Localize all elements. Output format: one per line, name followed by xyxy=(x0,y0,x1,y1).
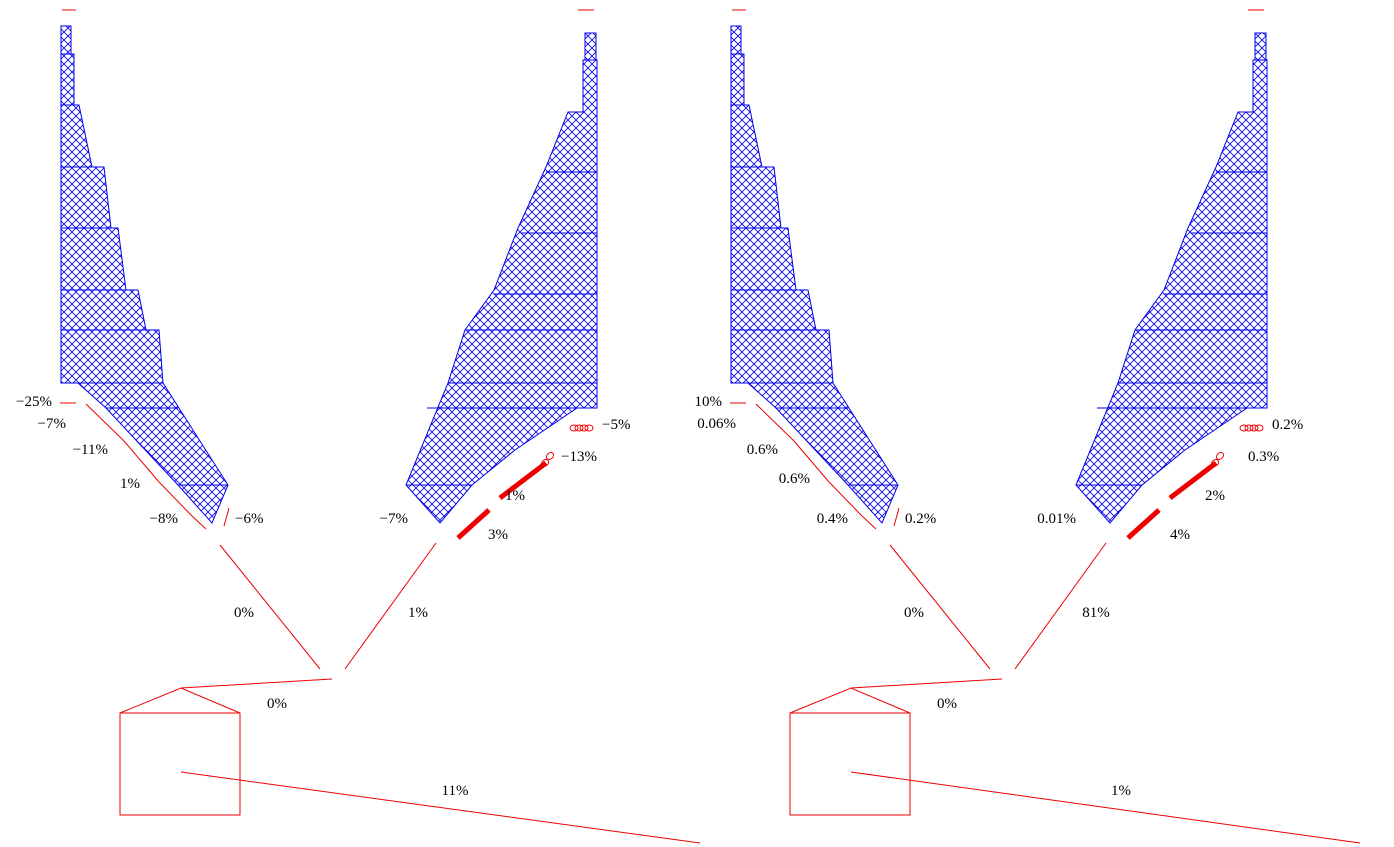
flow-lines xyxy=(119,542,701,844)
label-left-tip: −6% xyxy=(235,511,263,527)
label-branch-left: 0% xyxy=(904,605,924,621)
label-left-top: −25% xyxy=(16,394,52,410)
label-left-top: 10% xyxy=(695,394,723,410)
left-link-segments xyxy=(60,402,230,530)
panel-right: 10% 0.06% 0.6% 0.6% 0.4% 0.2% 0.2% 0.3% … xyxy=(695,9,1361,844)
house-icon xyxy=(119,687,241,816)
label-right-top: 0.2% xyxy=(1272,417,1303,433)
label-right-3: 4% xyxy=(1170,527,1190,543)
label-right-2: 1% xyxy=(505,488,525,504)
label-branch-right: 1% xyxy=(408,605,428,621)
label-right-2: 2% xyxy=(1205,488,1225,504)
label-outflow: 11% xyxy=(442,783,469,799)
label-right-tip: −7% xyxy=(380,511,408,527)
house-icon xyxy=(789,687,911,816)
left-branch-structure xyxy=(730,25,899,524)
flow-lines xyxy=(789,542,1361,844)
label-left-1: −7% xyxy=(38,416,66,432)
label-left-3: 0.6% xyxy=(779,471,810,487)
label-right-tip: 0.01% xyxy=(1037,511,1076,527)
label-left-tip: 0.2% xyxy=(905,511,936,527)
label-left-2: 0.6% xyxy=(747,442,778,458)
label-left-4: 0.4% xyxy=(817,511,848,527)
label-left-1: 0.06% xyxy=(697,416,736,432)
label-branch-right: 81% xyxy=(1082,605,1110,621)
right-link-ellipses xyxy=(456,424,594,540)
right-link-ellipses xyxy=(1126,424,1264,540)
panel-left-labels: −25% −7% −11% 1% −8% −6% −5% −13% 1% 3% … xyxy=(16,394,630,799)
label-left-4: −8% xyxy=(150,511,178,527)
panel-right-labels: 10% 0.06% 0.6% 0.6% 0.4% 0.2% 0.2% 0.3% … xyxy=(695,394,1304,799)
label-right-1: 0.3% xyxy=(1248,449,1279,465)
right-branch-structure xyxy=(1075,32,1268,524)
label-outflow: 1% xyxy=(1111,783,1131,799)
label-left-3: 1% xyxy=(120,476,140,492)
label-base: 0% xyxy=(937,696,957,712)
label-right-top: −5% xyxy=(602,417,630,433)
label-branch-left: 0% xyxy=(234,605,254,621)
label-base: 0% xyxy=(267,696,287,712)
label-right-3: 3% xyxy=(488,527,508,543)
label-right-1: −13% xyxy=(561,449,597,465)
left-link-segments xyxy=(730,402,900,530)
panel-left: −25% −7% −11% 1% −8% −6% −5% −13% 1% 3% … xyxy=(16,9,701,844)
left-branch-structure xyxy=(60,25,229,524)
label-left-2: −11% xyxy=(73,442,108,458)
right-branch-structure xyxy=(405,32,598,524)
